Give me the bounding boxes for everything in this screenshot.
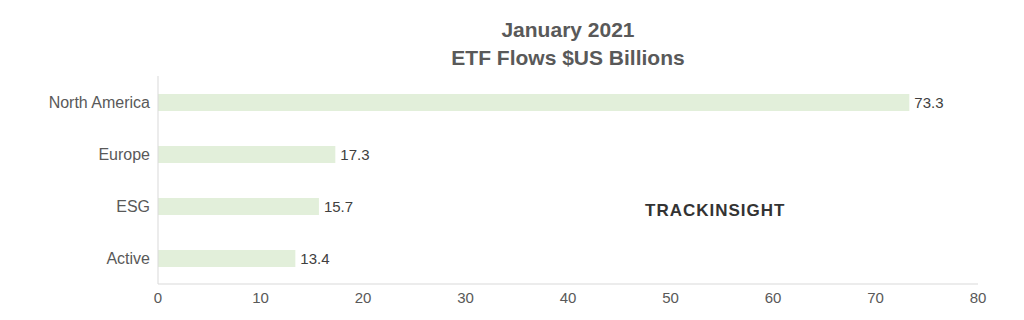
svg-text:ESG: ESG (116, 198, 150, 215)
svg-text:80: 80 (970, 289, 987, 306)
html-text:January 2021: January 2021 (501, 18, 635, 41)
svg-text:North America: North America (49, 94, 150, 111)
html-text:ETF Flows $US Billions: ETF Flows $US Billions (451, 46, 685, 69)
svg-text:Active: Active (106, 250, 150, 267)
svg-text:15.7: 15.7 (324, 198, 353, 215)
svg-text:Europe: Europe (98, 146, 150, 163)
svg-text:0: 0 (154, 289, 162, 306)
svg-text:30: 30 (457, 289, 474, 306)
html-text:TRACKINSIGHT: TRACKINSIGHT (645, 201, 786, 220)
svg-text:17.3: 17.3 (340, 146, 369, 163)
svg-text:40: 40 (560, 289, 577, 306)
svg-text:60: 60 (765, 289, 782, 306)
svg-text:20: 20 (355, 289, 372, 306)
svg-text:50: 50 (662, 289, 679, 306)
svg-text:73.3: 73.3 (914, 94, 943, 111)
svg-text:13.4: 13.4 (300, 250, 329, 267)
svg-text:10: 10 (252, 289, 269, 306)
svg-text:70: 70 (867, 289, 884, 306)
